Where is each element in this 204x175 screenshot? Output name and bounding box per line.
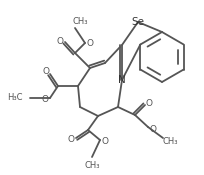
Text: N: N bbox=[118, 75, 126, 85]
Text: O: O bbox=[102, 136, 109, 145]
Text: CH₃: CH₃ bbox=[84, 160, 100, 170]
Text: O: O bbox=[150, 124, 156, 134]
Text: O: O bbox=[42, 68, 50, 76]
Text: O: O bbox=[68, 135, 74, 144]
Text: CH₃: CH₃ bbox=[162, 138, 178, 146]
Text: O: O bbox=[145, 99, 153, 107]
Text: CH₃: CH₃ bbox=[72, 16, 88, 26]
Text: O: O bbox=[57, 37, 63, 47]
Text: O: O bbox=[86, 38, 93, 47]
Text: Se: Se bbox=[132, 17, 144, 27]
Text: H₃C: H₃C bbox=[8, 93, 23, 103]
Text: O: O bbox=[41, 96, 49, 104]
